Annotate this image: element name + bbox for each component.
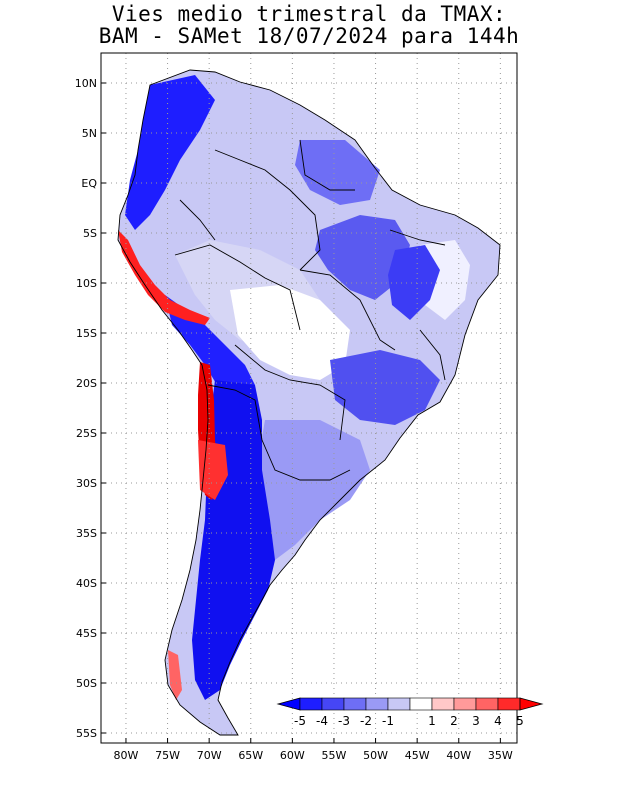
lon-tick-label: 40W	[446, 749, 471, 762]
colorbar-swatch	[453, 697, 477, 711]
lat-tick-label: 50S	[76, 677, 97, 690]
colorbar: -5 -4 -3 -2 -1 1 2 3 4 5	[276, 697, 544, 728]
map-title-line-1: Vies medio trimestral da TMAX:	[111, 2, 507, 26]
map-grid	[101, 53, 517, 743]
lat-tick-label: 5N	[82, 127, 97, 140]
strong-negative-bias-andes-north	[125, 75, 215, 230]
colorbar-label: -4	[316, 714, 328, 728]
colorbar-swatch	[497, 697, 521, 711]
lon-tick-label: 75W	[155, 749, 180, 762]
strong-negative-bias-andes-central	[165, 295, 255, 400]
lon-tick-label: 60W	[280, 749, 305, 762]
lat-tick-label: 10N	[75, 77, 97, 90]
colorbar-swatch	[431, 697, 455, 711]
colorbar-swatch	[387, 697, 411, 711]
lat-tick-label: 15S	[76, 327, 97, 340]
colorbar-label: 2	[450, 714, 458, 728]
colorbar-label: -5	[294, 714, 306, 728]
lon-tick-label: 65W	[238, 749, 263, 762]
map-frame	[100, 52, 518, 744]
lat-tick-label: 35S	[76, 527, 97, 540]
colorbar-high-arrow	[519, 697, 544, 711]
lat-tick-label: 30S	[76, 477, 97, 490]
lat-tick-label: 10S	[76, 277, 97, 290]
lat-tick-label: 45S	[76, 627, 97, 640]
lat-tick-label: 25S	[76, 427, 97, 440]
colorbar-swatch	[409, 697, 433, 711]
negative-bias-region-amazon-east	[315, 215, 410, 300]
lon-tick-label: 50W	[363, 749, 388, 762]
lon-tick-label: 45W	[405, 749, 430, 762]
positive-bias-south-chile	[168, 650, 182, 700]
map-title-line-2: BAM - SAMet 18/07/2024 para 144h	[98, 24, 520, 48]
lon-tick-label: 70W	[197, 749, 222, 762]
lat-tick-label: 55S	[76, 727, 97, 740]
lon-tick-label: 55W	[322, 749, 347, 762]
colorbar-swatch	[475, 697, 499, 711]
country-borders	[117, 69, 501, 736]
bias-fill-layer	[118, 70, 500, 735]
lat-tick-label: 40S	[76, 577, 97, 590]
lat-tick-label: 5S	[83, 227, 97, 240]
lon-tick-label: 80W	[114, 749, 139, 762]
colorbar-label: 3	[472, 714, 480, 728]
colorbar-label: -1	[382, 714, 394, 728]
longitude-labels: 80W 75W 70W 65W 60W 55W 50W 45W 40W 35W	[114, 738, 513, 762]
negative-bias-region-northeast-brazil	[388, 245, 440, 320]
colorbar-label: 1	[428, 714, 436, 728]
lon-tick-label: 35W	[488, 749, 513, 762]
colorbar-label: 4	[494, 714, 502, 728]
colorbar-label: -2	[360, 714, 372, 728]
latitude-labels: 10N 5N EQ 5S 10S 15S 20S 25S 30S 35S 40S 45S 50S 55S	[75, 77, 106, 740]
colorbar-low-arrow	[276, 697, 301, 711]
colorbar-swatch	[321, 697, 345, 711]
near-zero-region-central	[230, 285, 350, 380]
lat-tick-label: 20S	[76, 377, 97, 390]
colorbar-swatch	[343, 697, 367, 711]
negative-bias-region-southeast	[330, 350, 440, 425]
positive-bias-peru-coast	[118, 230, 210, 325]
colorbar-swatch	[365, 697, 389, 711]
colorbar-swatch	[299, 697, 323, 711]
mixed-bias-region-south	[255, 420, 370, 560]
lat-tick-label: EQ	[81, 177, 97, 190]
colorbar-label: 5	[516, 714, 524, 728]
negative-bias-region-guianas	[295, 140, 380, 205]
colorbar-label: -3	[338, 714, 350, 728]
